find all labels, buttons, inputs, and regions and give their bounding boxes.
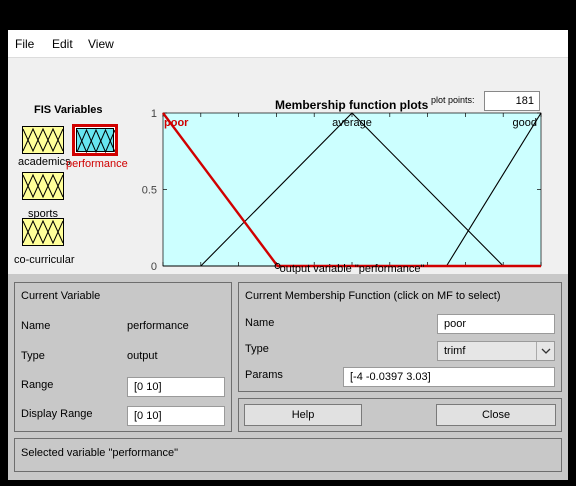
mf-type-value: trimf: [444, 345, 466, 357]
mf-params-input[interactable]: [-4 -0.0397 3.03]: [343, 367, 555, 387]
mf-label-good: good: [513, 117, 537, 129]
plot-points-label: plot points:: [431, 95, 475, 105]
mf-thumbnail-icon[interactable]: [22, 172, 64, 200]
current-variable-panel: Current Variable Name performance Type o…: [14, 282, 232, 432]
fis-variable-label: academics: [18, 156, 71, 168]
help-button[interactable]: Help: [244, 404, 362, 426]
mf-type-label: Type: [245, 343, 269, 355]
menu-view[interactable]: View: [88, 37, 114, 51]
current-variable-title: Current Variable: [21, 290, 101, 302]
plot-title: Membership function plots: [275, 98, 429, 112]
status-bar: Selected variable "performance": [14, 438, 562, 472]
variable-type-value: output: [127, 350, 158, 362]
range-input[interactable]: [0 10]: [127, 377, 225, 397]
mf-curve-poor[interactable]: [162, 112, 541, 268]
fis-variable-label: performance: [66, 158, 128, 170]
chevron-down-icon[interactable]: [536, 342, 554, 360]
y-tick-label: 1: [151, 108, 157, 120]
mf-labels: poor average good: [164, 117, 537, 129]
current-mf-panel: Current Membership Function (click on MF…: [238, 282, 562, 392]
mf-label-average: average: [332, 117, 372, 129]
display-range-input[interactable]: [0 10]: [127, 406, 225, 426]
display-range-label: Display Range: [21, 408, 93, 420]
variable-name-value: performance: [127, 320, 189, 332]
mf-label-poor: poor: [164, 117, 189, 129]
y-tick-label: 0.5: [142, 185, 157, 197]
upper-area: FIS Variables academics performance spor…: [8, 58, 568, 274]
button-panel: Help Close: [238, 398, 562, 432]
menu-file[interactable]: File: [15, 37, 35, 51]
fis-variables-title: FIS Variables: [34, 104, 103, 116]
y-tick-label: 0: [151, 261, 157, 273]
variable-name-label: Name: [21, 320, 51, 332]
mf-type-select[interactable]: trimf: [437, 341, 555, 361]
mf-name-label: Name: [245, 317, 275, 329]
mf-vertex-marker[interactable]: [274, 263, 281, 269]
fis-variable-label: sports: [28, 208, 58, 220]
current-mf-title: Current Membership Function (click on MF…: [245, 290, 501, 302]
y-tick-labels: 00.51: [142, 108, 157, 273]
plot-points-input[interactable]: 181: [484, 91, 540, 111]
menu-edit[interactable]: Edit: [52, 37, 73, 51]
mf-thumbnail-icon[interactable]: [22, 126, 64, 154]
variable-type-label: Type: [21, 350, 45, 362]
mf-params-label: Params: [245, 369, 283, 381]
status-text: Selected variable "performance": [21, 447, 179, 459]
mf-name-input[interactable]: poor: [437, 314, 555, 334]
mf-thumbnail-icon[interactable]: [72, 124, 118, 156]
range-label: Range: [21, 379, 54, 391]
close-button[interactable]: Close: [436, 404, 556, 426]
mf-curves[interactable]: [162, 112, 542, 269]
menu-bar: File Edit View: [8, 30, 568, 58]
mf-thumbnail-icon[interactable]: [22, 218, 64, 246]
fuzzy-membership-function-editor-window: File Edit View FIS Variables academics p…: [8, 30, 568, 480]
x-axis-label: output variable "performance": [280, 263, 425, 274]
fis-variable-label: co-curricular: [14, 254, 75, 266]
lower-area: Current Variable Name performance Type o…: [8, 274, 568, 480]
